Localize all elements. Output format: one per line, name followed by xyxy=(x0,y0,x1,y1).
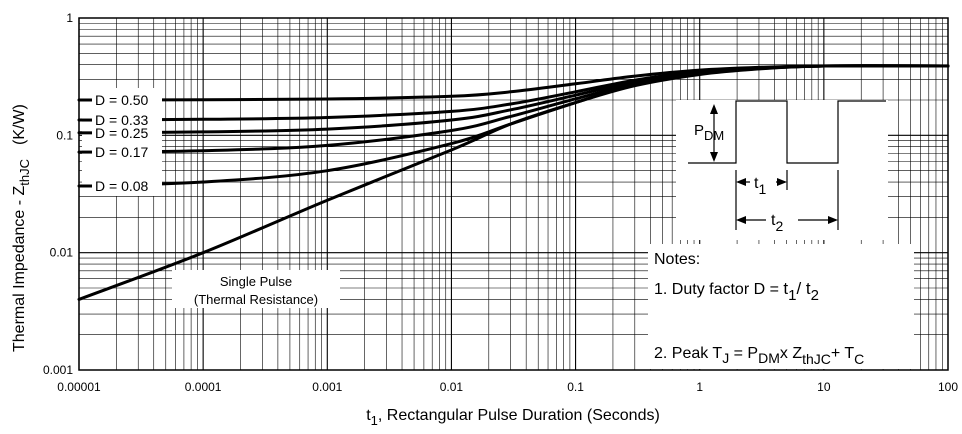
y-tick-label-2: 0.1 xyxy=(56,128,73,142)
y-tick-label-1: 0.01 xyxy=(50,246,74,260)
plot-frame xyxy=(78,17,949,371)
single-pulse-label-line1: Single Pulse xyxy=(220,274,292,289)
legend-label-1: D = 0.33 xyxy=(95,112,149,128)
legend-label-2: D = 0.25 xyxy=(95,125,149,141)
legend-label-3: D = 0.17 xyxy=(95,144,149,160)
x-tick-label-4: 0.1 xyxy=(567,380,584,394)
x-tick-label-7: 100 xyxy=(938,380,958,394)
pdm-label: PDM xyxy=(694,122,724,143)
note-2: 2. Peak TJ = PDMx ZthJC+ TC xyxy=(654,345,864,367)
y-tick-label-3: 1 xyxy=(66,11,73,25)
note-1: 1. Duty factor D = t1/ t2 xyxy=(654,279,819,304)
series-line-0 xyxy=(77,64,950,102)
legend-label-4: D = 0.08 xyxy=(95,178,149,194)
series-line-5 xyxy=(77,64,950,301)
y-tick-label-0: 0.001 xyxy=(43,363,73,377)
legend: D = 0.50 D = 0.33D = 0.25 D = 0.17 D = 0.08 xyxy=(82,88,162,196)
pulse-inset: PDM t1 t2 xyxy=(676,100,888,240)
t2-label: t2 xyxy=(771,212,783,234)
x-tick-labels: 0.00001 0.0001 0.001 0.01 0.1 1 10 100 xyxy=(57,380,958,394)
x-tick-label-6: 10 xyxy=(817,380,831,394)
x-tick-label-0: 0.00001 xyxy=(57,380,101,394)
notes-title: Notes: xyxy=(654,251,700,268)
y-tick-labels: 0.001 0.01 0.1 1 xyxy=(43,11,73,377)
legend-label-0: D = 0.50 xyxy=(95,92,149,108)
pulse-waveform xyxy=(688,100,886,164)
single-pulse-label-line2: (Thermal Resistance) xyxy=(194,292,318,307)
x-axis-label: t1, Rectangular Pulse Duration (Seconds) xyxy=(366,407,660,428)
curves xyxy=(77,64,950,301)
x-tick-label-3: 0.01 xyxy=(440,380,464,394)
x-tick-label-2: 0.001 xyxy=(312,380,342,394)
x-tick-label-1: 0.0001 xyxy=(185,380,222,394)
x-tick-label-5: 1 xyxy=(696,380,703,394)
t1-label: t1 xyxy=(754,175,766,197)
grid xyxy=(78,18,948,371)
y-axis-label: Thermal Impedance - ZthJC(K/W) xyxy=(11,104,32,352)
notes: Notes: 1. Duty factor D = t1/ t2 2. Peak… xyxy=(648,244,914,369)
single-pulse-label: Single Pulse (Thermal Resistance) xyxy=(172,270,340,308)
